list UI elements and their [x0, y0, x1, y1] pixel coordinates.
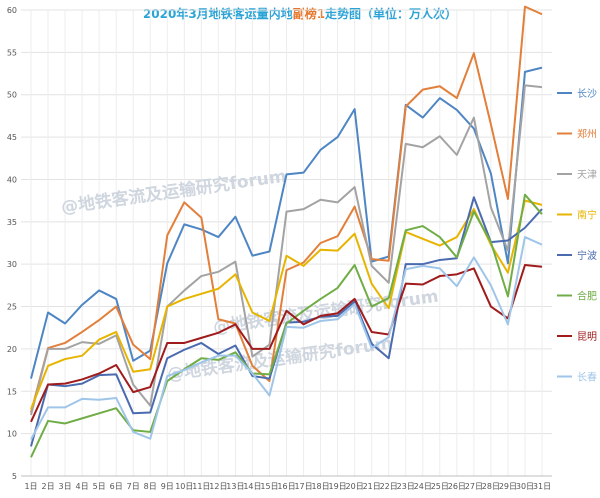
x-tick-label: 14日 — [243, 482, 261, 491]
legend-label: 天津 — [577, 169, 597, 181]
series-line-合肥 — [30, 193, 543, 458]
series-line-长春 — [30, 236, 543, 441]
x-tick-label: 15日 — [260, 482, 278, 491]
y-tick-label: 10 — [7, 430, 17, 439]
x-tick-label: 10日 — [175, 482, 193, 491]
y-tick-label: 15 — [7, 387, 17, 396]
x-tick-label: 25日 — [431, 482, 449, 491]
x-tick-label: 13日 — [226, 482, 244, 491]
legend-label: 宁波 — [577, 249, 597, 262]
series-line-天津 — [30, 84, 543, 416]
x-tick-label: 28日 — [482, 482, 500, 491]
x-tick-label: 17日 — [294, 482, 312, 491]
y-tick-label: 35 — [7, 218, 17, 227]
x-tick-label: 21日 — [363, 482, 381, 491]
axes: 5 10 15 20 25 30 35 40 45 50 55 60 1日 2日 3日 4日 5日 6日 7日 8日 9… — [7, 6, 552, 491]
x-tick-label: 24日 — [414, 482, 432, 491]
y-tick-label: 40 — [7, 175, 17, 184]
x-tick-label: 12日 — [209, 482, 227, 491]
y-tick-label: 30 — [7, 260, 17, 269]
y-tick-label: 55 — [7, 48, 17, 57]
x-tick-label: 8日 — [144, 482, 157, 491]
series-line-郑州 — [30, 5, 543, 413]
x-tick-label: 7日 — [127, 482, 140, 491]
legend-label: 合肥 — [577, 290, 597, 303]
legend-label: 昆明 — [577, 331, 597, 343]
x-tick-label: 1日 — [24, 482, 37, 491]
x-tick-label: 26日 — [448, 482, 466, 491]
x-tick-label: 16日 — [277, 482, 295, 491]
series-lines — [30, 5, 543, 458]
x-tick-label: 2日 — [41, 482, 54, 491]
series-line-昆明 — [30, 264, 543, 423]
y-tick-label: 45 — [7, 133, 17, 142]
x-tick-label: 4日 — [76, 482, 89, 491]
x-tick-label: 20日 — [346, 482, 364, 491]
chart-title-part1: 2020年3月地铁客运量内地 — [143, 6, 293, 21]
legend-label: 长沙 — [577, 88, 597, 100]
x-tick-label: 31日 — [533, 482, 551, 491]
x-tick-label: 23日 — [397, 482, 415, 491]
x-tick-label: 29日 — [499, 482, 517, 491]
chart-title-part3: 走势图（单位：万人次） — [325, 6, 457, 21]
y-tick-label: 50 — [7, 91, 17, 100]
y-tick-label: 60 — [7, 6, 17, 15]
x-tick-label: 11日 — [192, 482, 210, 491]
x-tick-label: 5日 — [93, 482, 106, 491]
x-tick-label: 9日 — [161, 482, 174, 491]
y-tick-label: 20 — [7, 345, 17, 354]
x-tick-label: 18日 — [311, 482, 329, 491]
legend-label: 长春 — [577, 372, 597, 384]
x-tick-label: 27日 — [465, 482, 483, 491]
x-tick-label: 3日 — [59, 482, 72, 491]
chart-title: 2020年3月地铁客运量内地副榜1走势图（单位：万人次） — [143, 6, 457, 21]
x-tick-label: 22日 — [380, 482, 398, 491]
legend-label: 南宁 — [577, 209, 597, 222]
x-tick-label: 30日 — [516, 482, 534, 491]
x-tick-label: 6日 — [110, 482, 123, 491]
legend-label: 郑州 — [577, 128, 597, 141]
series-line-长沙 — [30, 66, 543, 379]
x-tick-label: 19日 — [329, 482, 347, 491]
y-tick-label: 25 — [7, 303, 17, 312]
series-line-南宁 — [30, 199, 543, 410]
y-tick-label: 5 — [12, 472, 17, 481]
